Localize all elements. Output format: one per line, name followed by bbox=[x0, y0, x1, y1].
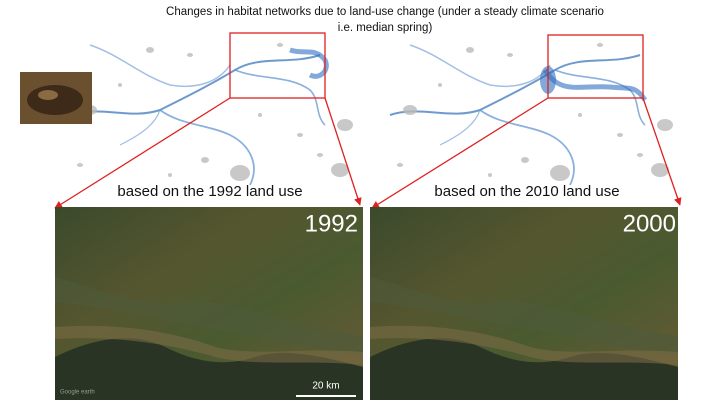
zoom-box bbox=[547, 34, 644, 99]
habitat-map bbox=[389, 42, 674, 186]
frog bbox=[27, 85, 83, 115]
caption: based on the 2010 land use bbox=[434, 183, 619, 200]
scale-label: 20 km bbox=[312, 381, 339, 392]
zoom-arrows bbox=[54, 97, 682, 209]
image-label: 2000 bbox=[623, 210, 676, 237]
image-label: 1992 bbox=[305, 210, 358, 237]
title-line: i.e. median spring) bbox=[338, 22, 433, 34]
caption: based on the 1992 land use bbox=[117, 183, 302, 200]
zoom-box bbox=[229, 32, 326, 99]
habitat-map bbox=[69, 42, 354, 186]
title-line: Changes in habitat networks due to land-… bbox=[166, 6, 604, 18]
watermark: Google earth bbox=[60, 390, 95, 396]
